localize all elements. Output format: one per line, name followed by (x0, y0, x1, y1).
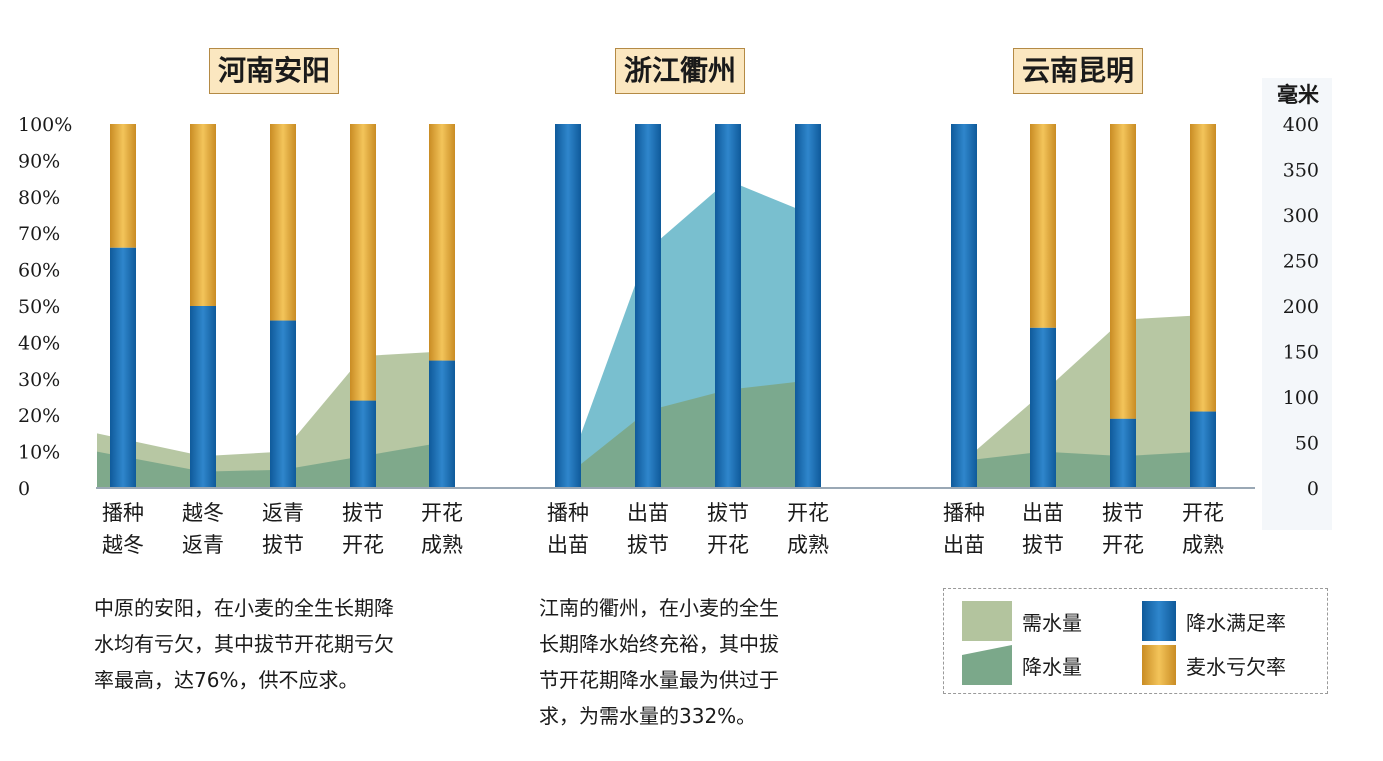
legend-satisfy-swatch (1142, 601, 1176, 641)
legend-satisfy-label: 降水满足率 (1186, 610, 1286, 635)
legend-need-swatch (962, 601, 1012, 641)
area-rain-2 (964, 451, 1203, 488)
legend-deficit: 麦水亏欠率 (1142, 645, 1286, 685)
category-label: 开花 (1102, 533, 1144, 557)
legend-deficit-swatch (1142, 645, 1176, 685)
note-anyang: 中原的安阳，在小麦的全生长期降 水均有亏欠，其中拔节开花期亏欠 率最高，达76%… (94, 590, 394, 698)
right-tick-label: 400 (1283, 114, 1319, 136)
panel-title-kunming: 云南昆明 (1013, 48, 1144, 94)
panel-title-quzhou: 浙江衢州 (615, 48, 746, 94)
left-tick-label: 40% (18, 332, 60, 354)
category-label: 返青 (182, 533, 224, 557)
right-axis-background (1262, 78, 1332, 530)
bar-satisfy (635, 124, 661, 488)
bar-satisfy (190, 306, 216, 488)
note-line: 江南的衢州，在小麦的全生 (539, 596, 779, 620)
category-label: 成熟 (787, 533, 829, 557)
category-label: 拔节 (1102, 501, 1144, 525)
bar-satisfy (350, 400, 376, 488)
bar-deficit (110, 124, 136, 248)
category-label: 拔节 (627, 533, 669, 557)
bar-satisfy (429, 360, 455, 488)
note-line: 长期降水始终充裕，其中拔 (539, 632, 779, 656)
right-tick-label: 300 (1283, 205, 1319, 227)
bar-deficit (350, 124, 376, 401)
note-line: 中原的安阳，在小麦的全生长期降 (94, 596, 394, 620)
bar-satisfy (1110, 418, 1136, 488)
right-tick-label: 350 (1283, 160, 1319, 182)
left-tick-label: 80% (18, 187, 60, 209)
right-tick-label: 100 (1283, 387, 1319, 409)
left-tick-label: 50% (18, 296, 60, 318)
category-label: 播种 (547, 501, 589, 525)
bar-satisfy (270, 320, 296, 488)
bar-deficit (1030, 124, 1056, 328)
category-label: 拔节 (342, 501, 384, 525)
legend-rain: 降水量 (962, 645, 1082, 685)
category-label: 出苗 (627, 501, 669, 525)
category-label: 出苗 (547, 533, 589, 557)
left-tick-label: 70% (18, 223, 60, 245)
left-tick-label: 20% (18, 405, 60, 427)
legend-need: 需水量 (962, 601, 1082, 641)
category-label: 返青 (262, 501, 304, 525)
category-label: 越冬 (182, 501, 224, 525)
bar-satisfy (795, 124, 821, 488)
right-tick-label: 50 (1295, 433, 1319, 455)
legend-deficit-label: 麦水亏欠率 (1186, 654, 1286, 679)
category-label: 播种 (943, 501, 985, 525)
category-label: 开花 (342, 533, 384, 557)
note-line: 水均有亏欠，其中拔节开花期亏欠 (94, 632, 394, 656)
bar-deficit (1110, 124, 1136, 419)
category-label: 出苗 (943, 533, 985, 557)
right-tick-label: 250 (1283, 251, 1319, 273)
bar-deficit (1190, 124, 1216, 412)
legend-rain-swatch (962, 645, 1012, 685)
category-label: 拔节 (707, 501, 749, 525)
legend-satisfy: 降水满足率 (1142, 601, 1286, 641)
left-tick-label: 0 (18, 478, 30, 500)
bar-satisfy (715, 124, 741, 488)
category-label: 成熟 (421, 533, 463, 557)
note-quzhou: 江南的衢州，在小麦的全生 长期降水始终充裕，其中拔 节开花期降水量最为供过于 求… (539, 590, 779, 734)
category-label: 开花 (421, 501, 463, 525)
category-label: 越冬 (102, 533, 144, 557)
area-need-1 (568, 380, 808, 488)
bar-satisfy (951, 124, 977, 488)
bar-deficit (270, 124, 296, 321)
legend-need-label: 需水量 (1022, 610, 1082, 635)
legend: 需水量 降水量 降水满足率 麦水亏欠率 (943, 588, 1328, 694)
bar-satisfy (110, 247, 136, 488)
legend-rain-label: 降水量 (1022, 654, 1082, 679)
area-need-2 (964, 315, 1203, 488)
left-tick-label: 100% (18, 114, 72, 136)
right-tick-label: 200 (1283, 296, 1319, 318)
left-tick-label: 10% (18, 442, 60, 464)
category-label: 开花 (787, 501, 829, 525)
left-tick-label: 90% (18, 150, 60, 172)
right-axis-unit: 毫米 (1277, 83, 1320, 107)
category-label: 拔节 (262, 533, 304, 557)
right-tick-label: 150 (1283, 342, 1319, 364)
category-label: 成熟 (1182, 533, 1224, 557)
bar-satisfy (555, 124, 581, 488)
note-line: 求，为需水量的332%。 (539, 704, 757, 728)
category-label: 开花 (1182, 501, 1224, 525)
note-line: 率最高，达76%，供不应求。 (94, 668, 359, 692)
bar-satisfy (1190, 411, 1216, 488)
bar-deficit (190, 124, 216, 306)
left-tick-label: 60% (18, 260, 60, 282)
category-label: 拔节 (1022, 533, 1064, 557)
left-tick-label: 30% (18, 369, 60, 391)
category-label: 出苗 (1022, 501, 1064, 525)
category-label: 开花 (707, 533, 749, 557)
category-label: 播种 (102, 501, 144, 525)
bar-satisfy (1030, 327, 1056, 488)
right-tick-label: 0 (1307, 478, 1319, 500)
bar-deficit (429, 124, 455, 361)
panel-title-anyang: 河南安阳 (209, 48, 340, 94)
note-line: 节开花期降水量最为供过于 (539, 668, 779, 692)
